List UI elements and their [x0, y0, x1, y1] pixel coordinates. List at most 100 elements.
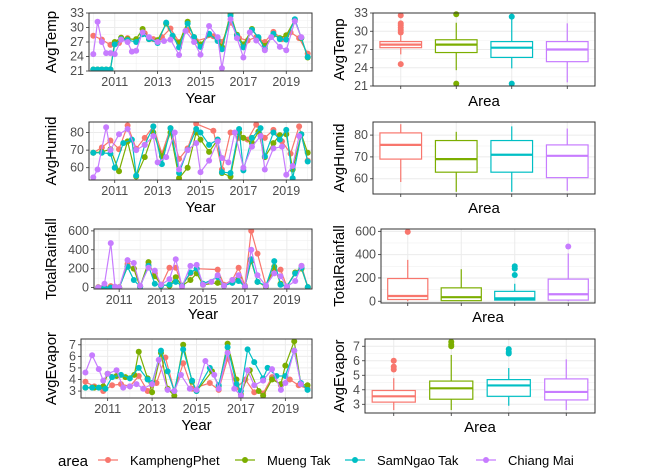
series-chiang-mai	[82, 347, 304, 398]
data-point	[231, 129, 238, 136]
data-point	[304, 382, 311, 389]
data-point	[171, 129, 178, 136]
x-tick-label: 2015	[187, 75, 215, 89]
data-point	[109, 374, 116, 381]
data-point	[246, 29, 253, 36]
data-point	[254, 278, 261, 285]
y-tick-label: 70	[354, 150, 368, 164]
data-point	[218, 155, 225, 162]
panel-border	[364, 338, 596, 414]
data-point	[120, 384, 127, 391]
data-point	[90, 174, 97, 180]
data-point	[133, 39, 140, 45]
box-kamphengphet	[379, 124, 423, 182]
x-axis-label: Area	[464, 419, 496, 436]
x-tick-label: 2015	[183, 402, 211, 416]
data-point	[90, 149, 97, 156]
y-tick-label: 30	[354, 24, 368, 38]
y-tick-label: 60	[70, 161, 84, 175]
data-point	[158, 281, 165, 288]
data-point	[304, 158, 311, 165]
data-point	[254, 272, 261, 279]
data-point	[103, 124, 110, 131]
panel-humid-line: 60 70 80 AvgHumid Year 2011 2013 2015 2017 2019	[43, 117, 313, 216]
data-point	[145, 264, 152, 271]
data-point	[116, 168, 123, 175]
data-point	[200, 281, 206, 288]
data-point	[107, 66, 114, 71]
data-point	[296, 133, 303, 140]
panel-border	[93, 228, 313, 290]
outlier-point	[390, 357, 397, 364]
data-point	[261, 47, 268, 54]
data-point	[283, 47, 290, 54]
data-point	[184, 147, 191, 154]
data-point	[283, 126, 290, 133]
y-tick-label: 27	[70, 35, 84, 49]
data-point	[233, 35, 240, 42]
y-tick-label: 60	[354, 172, 368, 186]
data-point	[139, 29, 146, 36]
data-point	[133, 381, 140, 388]
legend-item-chiang-mai: Chiang Mai	[476, 453, 574, 468]
y-tick-label: 24	[70, 50, 84, 64]
y-axis-label: AvgHumid	[331, 124, 348, 193]
data-point	[255, 388, 262, 395]
y-tick-label: 0	[82, 281, 89, 295]
box-iqr	[434, 39, 478, 54]
x-tick-label: 2017	[229, 184, 257, 198]
box-kamphengphet	[387, 228, 429, 302]
box-kamphengphet	[371, 357, 416, 411]
y-tick-label: 21	[70, 64, 84, 78]
data-point	[187, 262, 194, 269]
panel-border	[372, 12, 596, 87]
data-point	[164, 368, 171, 375]
data-point	[253, 37, 260, 44]
data-point	[109, 382, 116, 389]
data-point	[248, 134, 255, 141]
y-axis-label: AvgTemp	[331, 18, 348, 80]
data-point	[197, 129, 204, 136]
data-point	[120, 140, 127, 147]
panel-rain-box: 0 200 400 600 TotalRainfall Area	[331, 224, 596, 326]
data-point	[189, 377, 196, 384]
outlier-point	[397, 61, 404, 68]
box-iqr	[494, 290, 536, 301]
data-point	[82, 378, 89, 385]
data-point	[276, 43, 283, 50]
data-point	[124, 126, 131, 133]
data-point	[111, 164, 118, 171]
data-point	[257, 125, 264, 132]
box-iqr	[544, 378, 589, 401]
outlier-point	[453, 80, 460, 87]
y-tick-label: 7	[69, 338, 76, 352]
data-point	[206, 141, 213, 148]
data-point	[116, 284, 123, 289]
box-samngao-tak	[490, 13, 534, 87]
panel-temp-box: 21 24 27 30 33 AvgTemp Area	[331, 6, 596, 110]
data-point	[231, 385, 238, 392]
x-tick-label: 2013	[144, 184, 172, 198]
data-point	[248, 229, 255, 234]
outlier-point	[397, 12, 404, 19]
data-point	[289, 175, 296, 180]
data-point	[276, 136, 283, 143]
data-point	[193, 126, 200, 133]
data-point	[240, 164, 247, 171]
data-point	[95, 284, 102, 289]
data-point	[167, 125, 174, 132]
legend: area KamphengPhet Mueng Tak SamNgao Tak …	[58, 453, 574, 470]
data-point	[254, 250, 261, 257]
y-tick-label: 400	[68, 243, 89, 257]
data-point	[95, 384, 102, 391]
x-tick-label: 2013	[144, 75, 172, 89]
data-point	[166, 264, 173, 271]
data-point	[141, 134, 148, 141]
data-point	[135, 364, 142, 371]
data-point	[124, 257, 131, 264]
data-point	[184, 164, 191, 171]
data-point	[235, 277, 242, 284]
box-mueng-tak	[434, 131, 478, 192]
x-axis-label: Area	[468, 93, 500, 110]
panel-humid-box: 60 70 80 AvgHumid Area	[331, 121, 596, 217]
